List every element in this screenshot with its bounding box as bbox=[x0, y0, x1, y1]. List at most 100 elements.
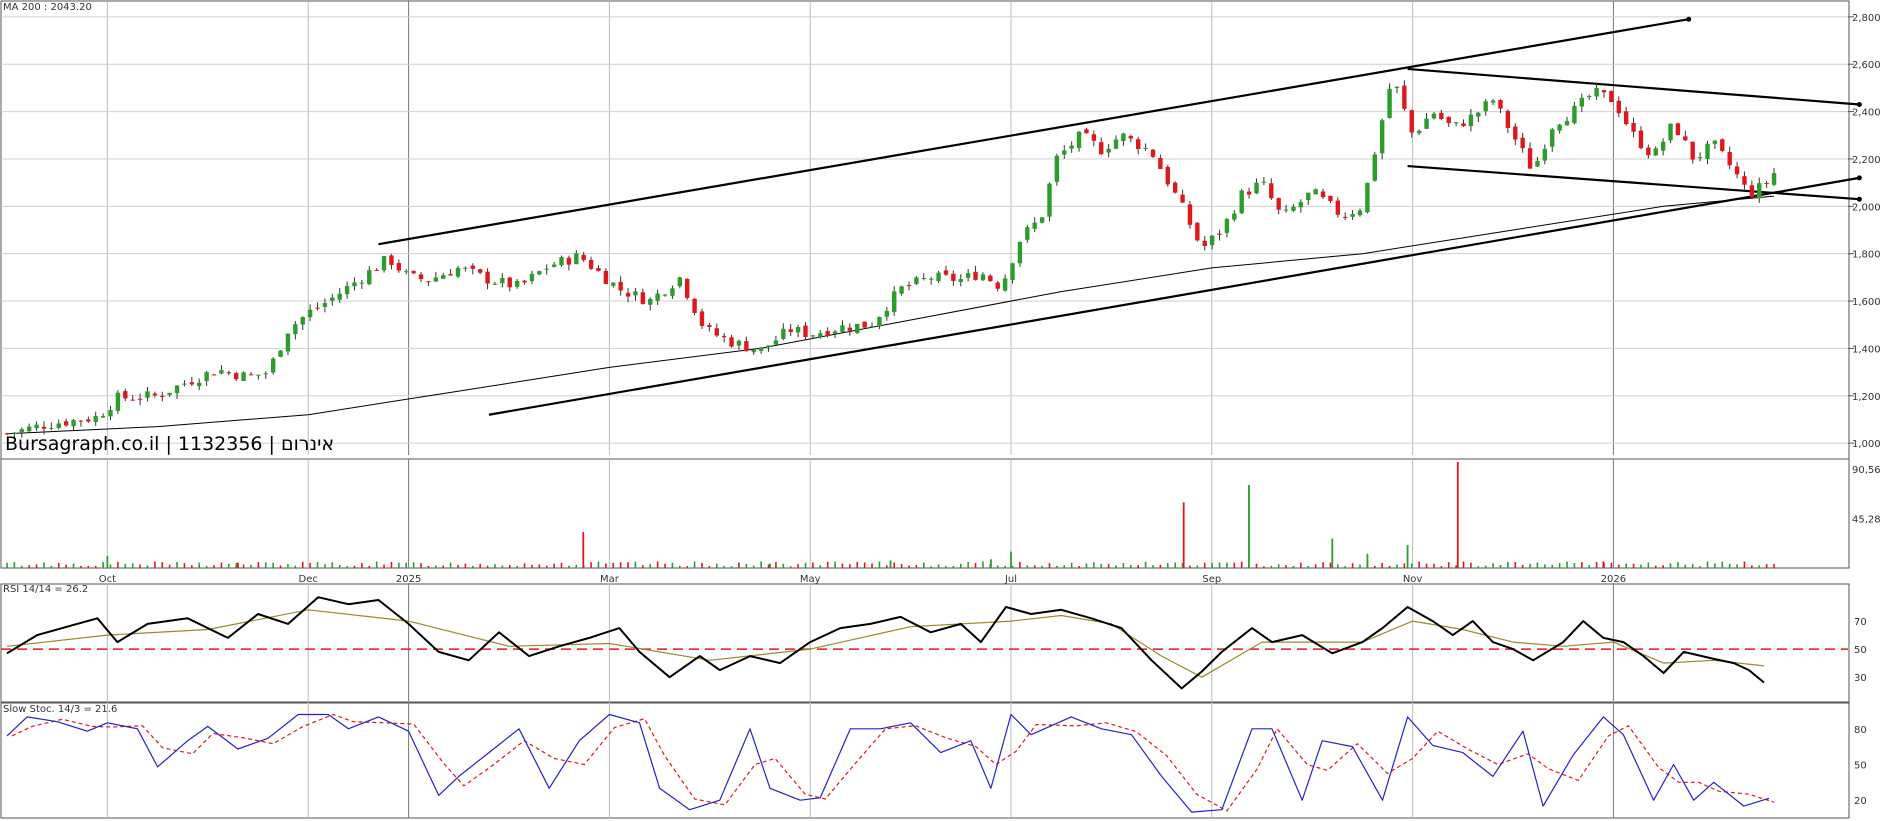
candle-body bbox=[1254, 182, 1259, 194]
candle-body bbox=[1128, 135, 1134, 139]
candle-body bbox=[758, 347, 764, 351]
watermark: Bursagraph.co.il | 1132356 | אינרום bbox=[5, 433, 334, 455]
candle-body bbox=[189, 382, 195, 385]
candle-body bbox=[1010, 263, 1015, 281]
candle-body bbox=[588, 260, 594, 269]
month-tick-label: Jul bbox=[1004, 574, 1017, 585]
candle-body bbox=[877, 317, 882, 327]
candle-body bbox=[1276, 198, 1281, 210]
candle-body bbox=[500, 277, 505, 284]
month-tick-label: May bbox=[800, 574, 821, 585]
month-tick-label: Sep bbox=[1202, 574, 1221, 585]
candle-body bbox=[152, 393, 158, 396]
candle-body bbox=[352, 282, 357, 287]
candle-body bbox=[618, 281, 623, 291]
candle-body bbox=[263, 373, 268, 375]
rsi-tick-label: 30 bbox=[1854, 673, 1867, 684]
candle-body bbox=[1476, 112, 1481, 117]
candle-body bbox=[1439, 112, 1444, 120]
candle-body bbox=[1261, 181, 1267, 183]
price-tick-label: 1,400 bbox=[1852, 344, 1880, 355]
candle-body bbox=[1697, 157, 1703, 159]
candle-body bbox=[1136, 139, 1141, 149]
candle-body bbox=[1143, 147, 1148, 149]
trendline-endpoint bbox=[1856, 196, 1862, 202]
candle-body bbox=[1209, 235, 1215, 246]
candle-body bbox=[49, 428, 54, 430]
candle-body bbox=[204, 372, 209, 381]
candle-body bbox=[1757, 183, 1762, 199]
candle-body bbox=[1039, 217, 1045, 223]
candle-body bbox=[596, 268, 601, 271]
candle-body bbox=[1505, 110, 1511, 128]
candle-body bbox=[470, 265, 475, 269]
candle-body bbox=[455, 267, 461, 277]
candle-body bbox=[1734, 166, 1740, 175]
candle-body bbox=[581, 254, 586, 261]
candle-body bbox=[4, 433, 10, 435]
month-tick-label: Nov bbox=[1403, 574, 1423, 585]
candle-body bbox=[677, 277, 683, 287]
candle-body bbox=[795, 327, 801, 333]
candle-body bbox=[426, 281, 431, 283]
candle-body bbox=[840, 325, 845, 332]
trendline bbox=[1407, 67, 1860, 106]
candle-body bbox=[1202, 240, 1207, 247]
candle-body bbox=[603, 270, 609, 284]
candle-body bbox=[1638, 130, 1644, 149]
volume-tick-label: 90,563 bbox=[1852, 465, 1880, 476]
candle-body bbox=[847, 327, 853, 331]
candle-body bbox=[1379, 120, 1385, 154]
candle-body bbox=[884, 310, 890, 317]
candle-body bbox=[736, 340, 742, 346]
candle-body bbox=[1402, 85, 1407, 109]
candle-body bbox=[803, 325, 808, 338]
candle-body bbox=[744, 341, 749, 352]
candle-body bbox=[477, 269, 483, 273]
candle-body bbox=[1749, 185, 1755, 197]
candle-body bbox=[1113, 139, 1119, 149]
candle-body bbox=[1513, 126, 1518, 140]
candle-body bbox=[1660, 141, 1666, 151]
candle-body bbox=[1535, 160, 1540, 167]
candle-body bbox=[115, 392, 121, 411]
candle-body bbox=[1002, 278, 1008, 291]
price-tick-label: 2,200 bbox=[1852, 155, 1880, 166]
candle-body bbox=[1313, 189, 1318, 195]
price-tick-label: 1,200 bbox=[1852, 392, 1880, 403]
candle-body bbox=[137, 398, 143, 400]
candle-body bbox=[1320, 191, 1326, 198]
ma200-polyline bbox=[6, 195, 1775, 435]
candle-body bbox=[367, 270, 372, 285]
candle-body bbox=[1232, 213, 1237, 220]
candle-body bbox=[389, 255, 394, 265]
candle-body bbox=[1091, 134, 1097, 141]
candle-body bbox=[1653, 148, 1658, 156]
candle-body bbox=[980, 274, 986, 281]
candle-body bbox=[1106, 148, 1111, 153]
candle-body bbox=[1084, 129, 1089, 134]
candle-body bbox=[862, 321, 867, 328]
candle-body bbox=[12, 432, 17, 434]
candle-body bbox=[1683, 136, 1688, 141]
candle-body bbox=[951, 273, 956, 281]
candle-body bbox=[337, 293, 342, 300]
candle-body bbox=[19, 429, 24, 434]
candle-body bbox=[226, 372, 232, 374]
candle-body bbox=[1335, 200, 1341, 215]
candle-body bbox=[1195, 222, 1200, 241]
candle-body bbox=[1246, 191, 1252, 195]
rsi-lines bbox=[1, 596, 1848, 690]
candle-body bbox=[522, 280, 527, 283]
candle-body bbox=[943, 270, 949, 275]
candle-body bbox=[285, 333, 291, 352]
volume-panel-frame bbox=[0, 458, 1850, 569]
candle-body bbox=[1557, 124, 1562, 131]
candle-body bbox=[1372, 154, 1377, 181]
candle-body bbox=[551, 264, 557, 267]
candle-body bbox=[1069, 145, 1074, 149]
candle-body bbox=[344, 285, 350, 295]
candle-body bbox=[322, 303, 328, 307]
candle-body bbox=[1727, 152, 1732, 166]
candle-body bbox=[1771, 173, 1777, 185]
